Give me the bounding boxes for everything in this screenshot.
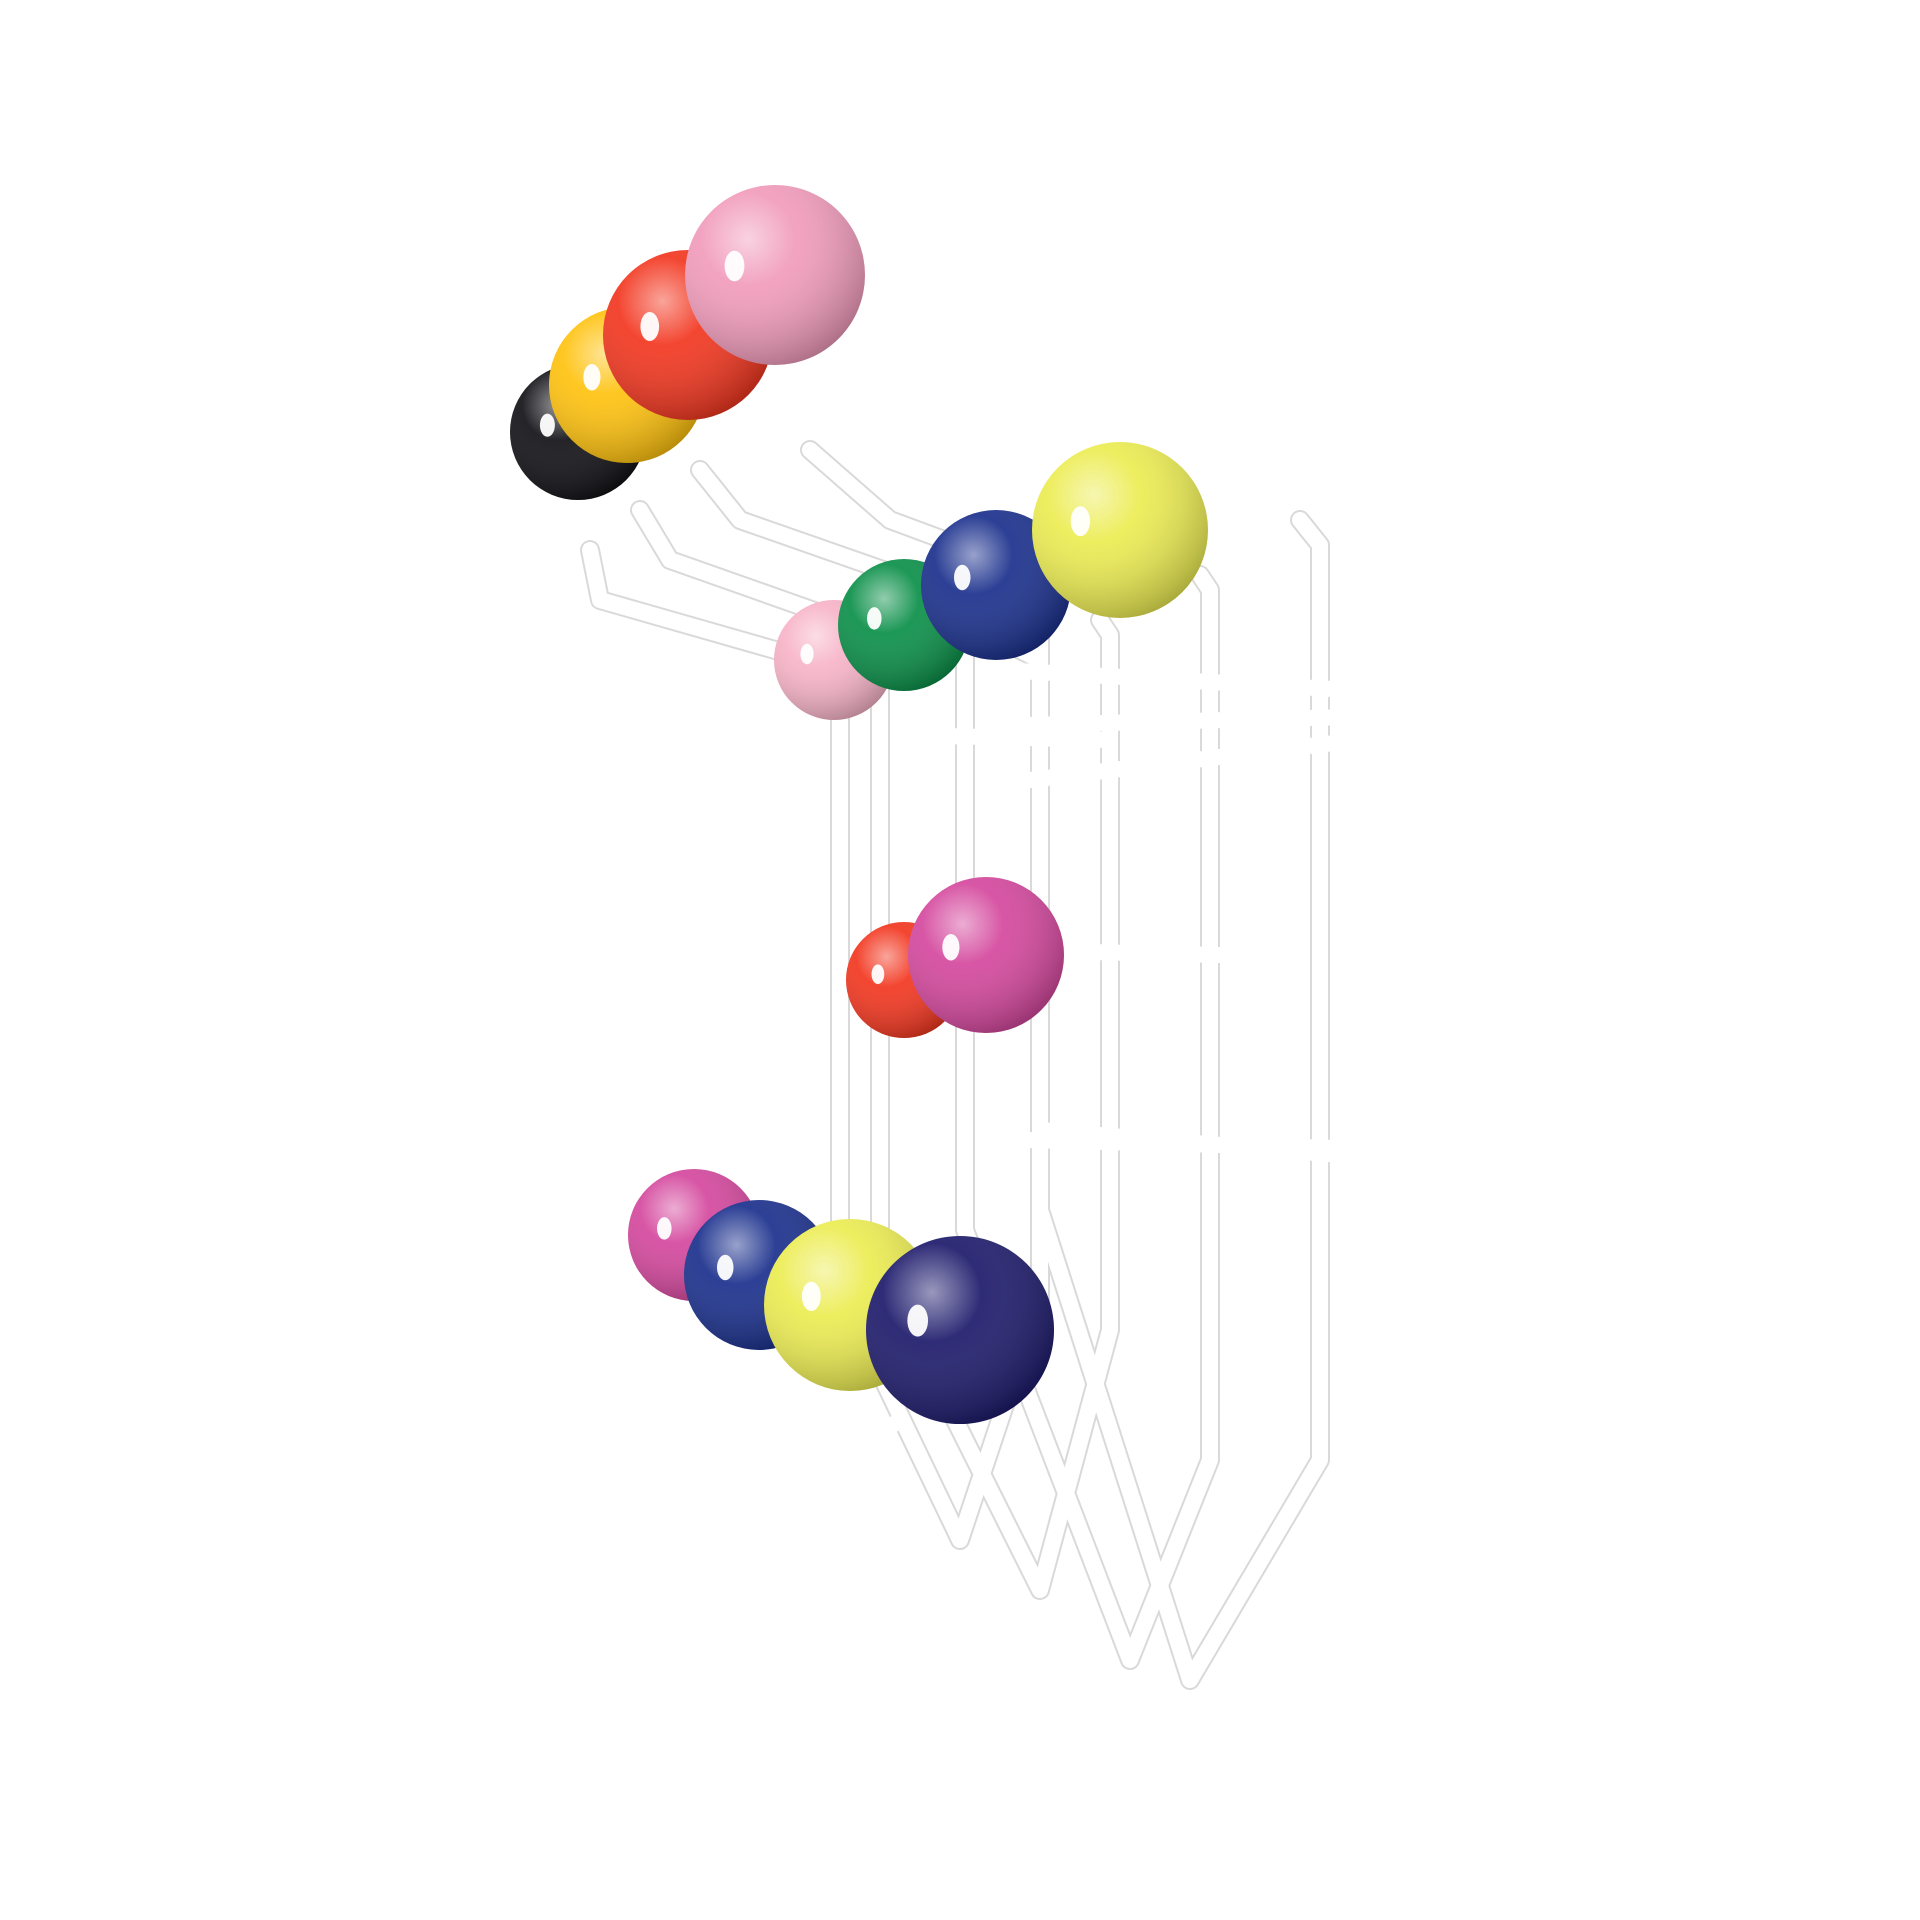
hook-balls [510,185,1208,1424]
blue-ball [921,510,1071,660]
pink-ball [685,185,865,365]
magenta-ball [908,877,1064,1033]
wire-frame-main [582,442,1468,1688]
lime-ball [1032,442,1208,618]
navy-ball [866,1236,1054,1424]
